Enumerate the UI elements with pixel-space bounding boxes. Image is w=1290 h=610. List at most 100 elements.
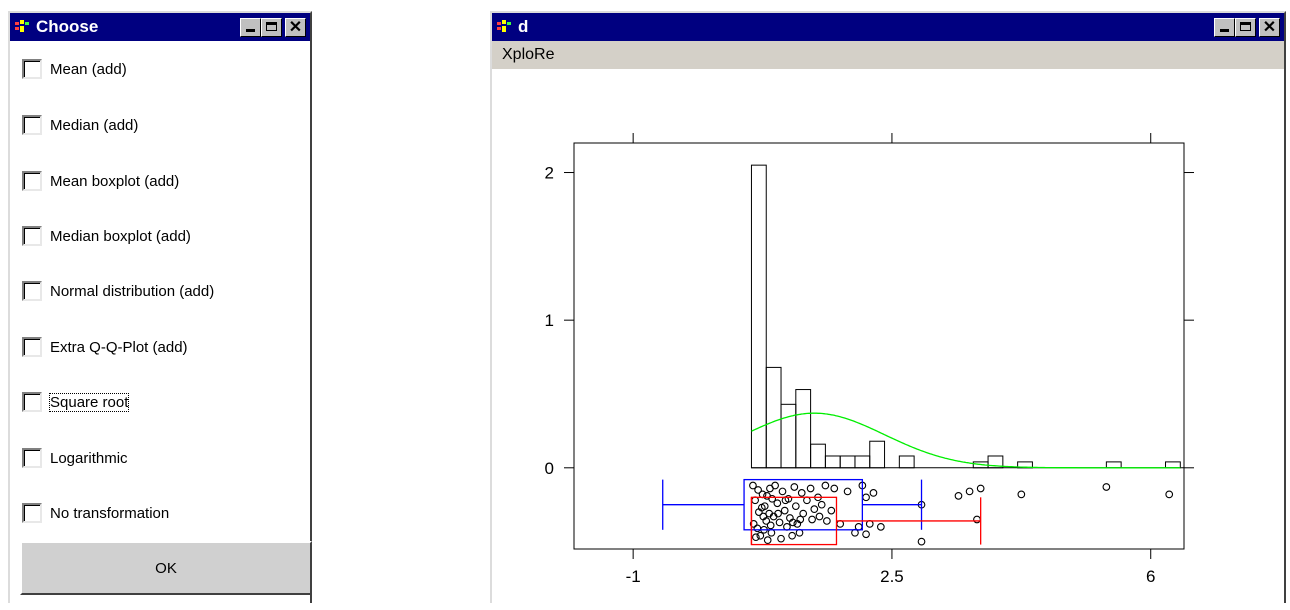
x-tick-label: 2.5 [880, 567, 904, 586]
choose-title-bar[interactable]: Choose ✕ [10, 13, 310, 41]
data-point [788, 531, 796, 540]
plot-frame [573, 142, 1185, 550]
checkbox[interactable] [22, 503, 42, 523]
option-label: Normal distribution (add) [50, 282, 215, 300]
maximize-button[interactable] [1235, 18, 1256, 37]
histogram-bar [869, 440, 886, 469]
close-icon: ✕ [288, 19, 303, 36]
maximize-icon [1240, 22, 1251, 31]
data-point [749, 520, 758, 528]
data-point [780, 506, 789, 515]
histogram-bar [795, 389, 812, 469]
plot-title-bar[interactable]: d ✕ [492, 13, 1284, 41]
data-point [830, 484, 839, 493]
data-point [778, 487, 787, 496]
data-point [808, 515, 816, 524]
data-point [954, 492, 963, 500]
histogram-bar [1105, 461, 1122, 469]
y-tick-label: 1 [545, 311, 554, 330]
data-point [763, 536, 772, 544]
data-point [749, 481, 757, 490]
window-title: Choose [36, 17, 99, 36]
close-button[interactable]: ✕ [285, 18, 306, 37]
histogram-bar [810, 443, 826, 469]
data-point [774, 509, 782, 518]
maximize-button[interactable] [261, 18, 282, 37]
x-tick-label: 6 [1146, 567, 1155, 586]
data-point [862, 530, 870, 539]
checkbox[interactable] [22, 392, 42, 412]
x-tick-label: -1 [626, 567, 641, 586]
data-point [917, 537, 926, 546]
app-icon [15, 20, 29, 32]
checkbox[interactable] [22, 448, 42, 468]
histogram-bar [765, 366, 782, 469]
minimize-icon [246, 29, 255, 32]
data-point [796, 515, 805, 524]
y-tick-label: 2 [545, 164, 554, 183]
checkbox[interactable] [22, 226, 42, 246]
checkbox[interactable] [22, 171, 42, 191]
data-point [965, 487, 974, 496]
plot-canvas: -1 2.5 6 0 1 2 [492, 69, 1284, 605]
option-mean[interactable]: Mean (add) [22, 57, 127, 81]
data-point [821, 481, 830, 490]
maximize-icon [266, 22, 277, 31]
checkbox[interactable] [22, 337, 42, 357]
data-point [759, 512, 768, 521]
data-point [797, 489, 806, 497]
data-point [773, 499, 782, 508]
option-label: No transformation [50, 504, 170, 522]
data-point [976, 484, 985, 493]
option-qq-plot[interactable]: Extra Q-Q-Plot (add) [22, 335, 188, 359]
data-point [766, 521, 775, 530]
close-button[interactable]: ✕ [1259, 18, 1280, 37]
option-label: Extra Q-Q-Plot (add) [50, 338, 188, 356]
data-point [789, 518, 797, 527]
option-mean-boxplot[interactable]: Mean boxplot (add) [22, 169, 179, 193]
window-title: d [518, 17, 529, 36]
data-point [790, 483, 799, 491]
option-label: Median boxplot (add) [50, 227, 191, 245]
data-point [806, 484, 815, 493]
data-point [973, 515, 981, 524]
histogram-bar [854, 455, 871, 469]
option-label: Square root [48, 392, 130, 412]
checkbox[interactable] [22, 59, 42, 79]
option-logarithmic[interactable]: Logarithmic [22, 446, 128, 470]
option-square-root[interactable]: Square root [22, 390, 130, 414]
plot-window: d ✕ XploRe -1 2.5 6 0 1 2 [490, 11, 1286, 605]
window-controls: ✕ [240, 18, 306, 37]
option-median-boxplot[interactable]: Median boxplot (add) [22, 224, 191, 248]
data-point [765, 509, 774, 518]
data-point [810, 505, 819, 513]
data-point [799, 509, 808, 518]
data-point [754, 486, 762, 494]
checkbox[interactable] [22, 115, 42, 135]
data-point [763, 492, 771, 500]
ok-button[interactable]: OK [20, 541, 312, 595]
option-no-transformation[interactable]: No transformation [22, 501, 169, 525]
minimize-button[interactable] [1214, 18, 1235, 37]
option-normal-distribution[interactable]: Normal distribution (add) [22, 279, 214, 303]
option-label: Mean boxplot (add) [50, 172, 180, 190]
data-point [777, 534, 785, 543]
option-label: Mean (add) [50, 60, 127, 78]
data-point [756, 531, 765, 540]
menu-xplore[interactable]: XploRe [502, 46, 555, 63]
data-point [753, 524, 762, 533]
histogram-bar [898, 455, 915, 469]
data-point [827, 506, 836, 515]
choose-window: Choose ✕ Mean (add) Median (add) Mean bo… [8, 11, 312, 603]
data-point [757, 503, 766, 512]
histogram-bar [750, 164, 767, 469]
minimize-button[interactable] [240, 18, 261, 37]
data-point [843, 487, 852, 496]
histogram-bar [1165, 461, 1181, 469]
data-point [815, 512, 824, 521]
data-point [791, 502, 800, 511]
minimize-icon [1220, 29, 1229, 32]
histogram-bar [824, 455, 841, 469]
checkbox[interactable] [22, 281, 42, 301]
option-median[interactable]: Median (add) [22, 113, 138, 137]
